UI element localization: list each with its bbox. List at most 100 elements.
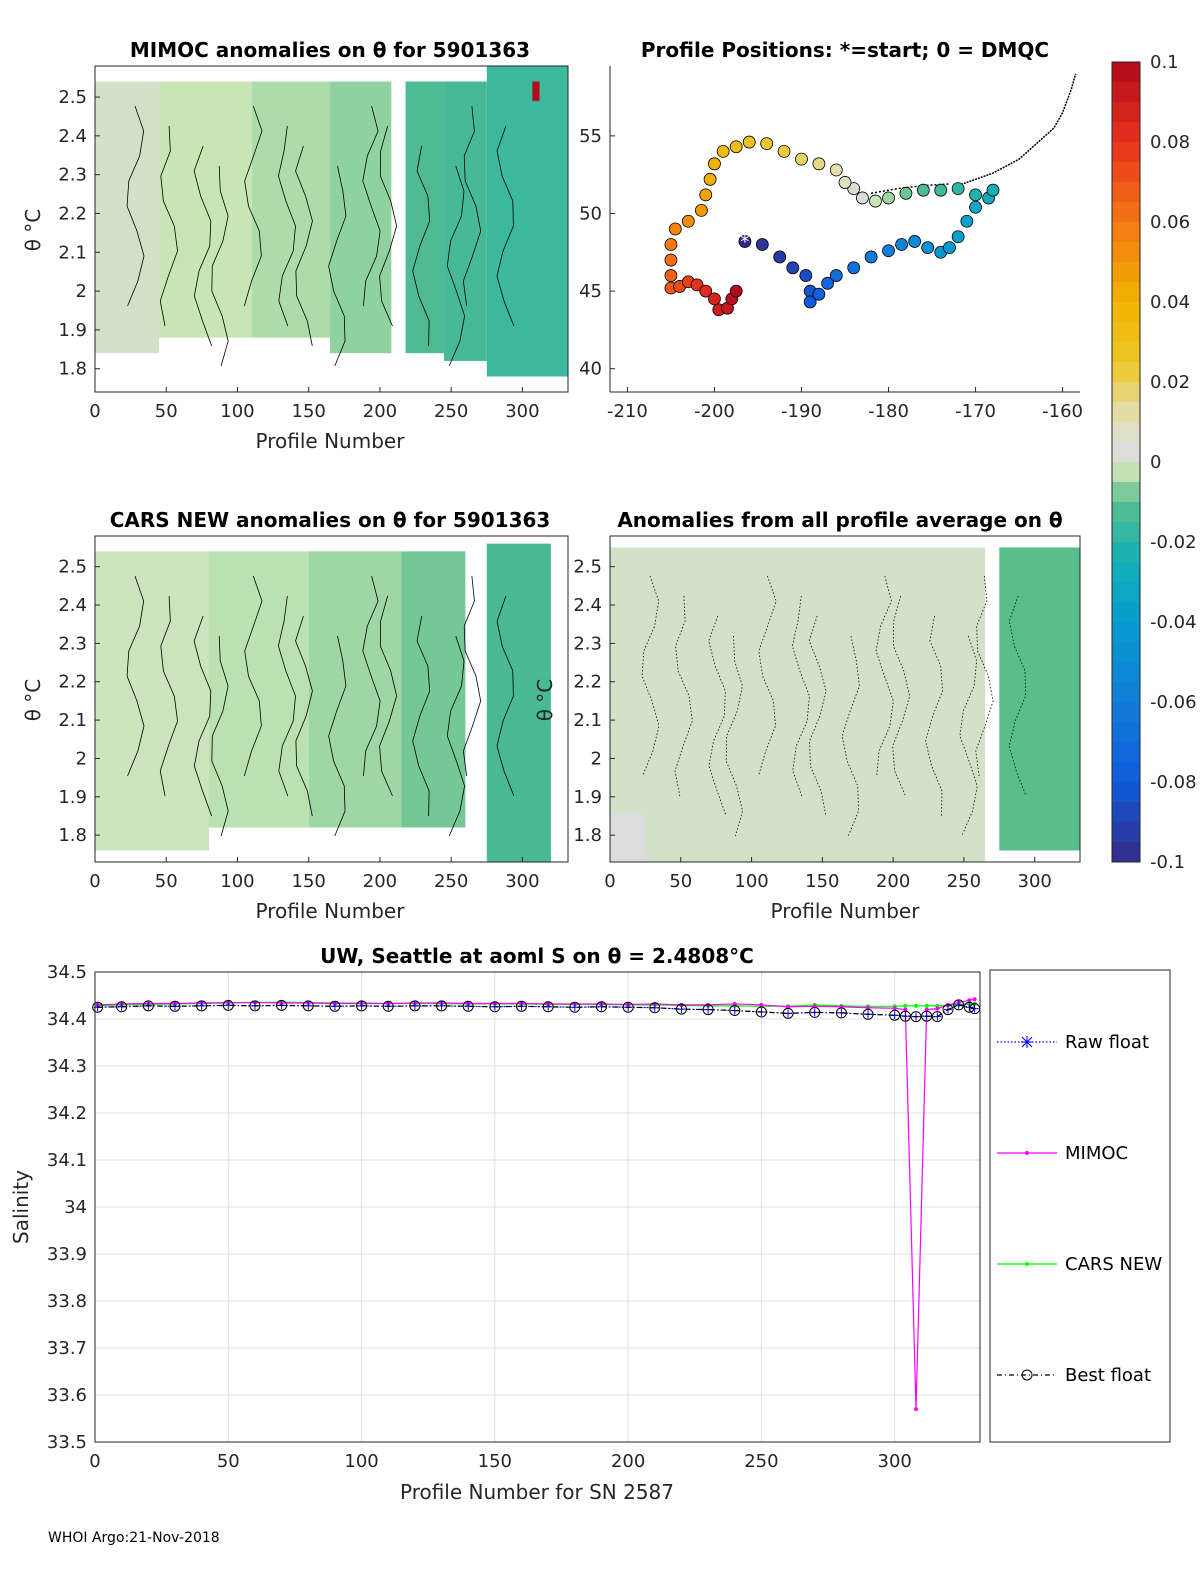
colorbar-segment <box>1112 202 1140 223</box>
salinity-ytick-label: 34.5 <box>47 962 87 983</box>
average-anomaly-cell <box>999 547 1080 851</box>
average-contour-line <box>808 615 827 817</box>
colorbar-segment <box>1112 562 1140 583</box>
salinity-xtick-label: 200 <box>611 1451 645 1472</box>
mimoc-contour-line <box>159 125 178 327</box>
salinity-point <box>786 1004 791 1009</box>
legend-label: CARS NEW <box>1065 1254 1162 1275</box>
colorbar-segment <box>1112 402 1140 423</box>
mimoc-title: MIMOC anomalies on θ for 5901363 <box>130 38 530 62</box>
cars-contour-line <box>362 575 381 777</box>
colorbar-segment <box>1112 502 1140 523</box>
profile-position-point <box>829 269 843 282</box>
cars-ylabel: θ °C <box>21 679 45 722</box>
positions-ytick-label: 40 <box>579 359 602 380</box>
profile-position-point <box>799 269 813 282</box>
colorbar-segment <box>1112 742 1140 763</box>
colorbar-tick-label: 0.02 <box>1150 372 1190 393</box>
cars-xtick-label: 300 <box>505 871 539 892</box>
colorbar-tick-label: -0.08 <box>1150 772 1197 793</box>
colorbar-tick-label: 0.04 <box>1150 292 1190 313</box>
best-float-marker <box>142 1000 154 1012</box>
profile-position-point <box>829 163 843 177</box>
best-float-marker <box>931 1011 943 1023</box>
colorbar-segment <box>1112 62 1140 83</box>
average-title: Anomalies from all profile average on θ <box>617 508 1062 532</box>
profile-position-point <box>869 194 882 208</box>
average-xtick-label: 100 <box>734 871 768 892</box>
colorbar-segment <box>1112 382 1140 403</box>
legend-label: Best float <box>1065 1365 1151 1386</box>
salinity-point <box>924 1007 929 1012</box>
mimoc-contour-line <box>126 105 145 307</box>
average-ytick-label: 1.9 <box>573 787 602 808</box>
profile-position-point <box>969 188 982 202</box>
salinity-xtick-label: 300 <box>878 1451 912 1472</box>
best-float-marker <box>169 1000 181 1012</box>
salinity-ytick-label: 33.5 <box>47 1432 87 1453</box>
best-float-marker <box>276 999 288 1011</box>
salinity-ytick-label: 33.6 <box>47 1385 87 1406</box>
average-xtick-label: 150 <box>805 871 839 892</box>
best-float-marker <box>595 1001 607 1013</box>
mimoc-contour-line <box>193 145 213 347</box>
colorbar-segment <box>1112 222 1140 243</box>
colorbar-segment <box>1112 162 1140 183</box>
positions-ytick-label: 50 <box>579 203 602 224</box>
colorbar-segment <box>1112 842 1140 863</box>
colorbar-segment <box>1112 142 1140 163</box>
mimoc-ytick-label: 2.4 <box>58 126 87 147</box>
profile-position-point <box>664 238 678 251</box>
best-float-marker <box>382 1000 394 1012</box>
legend-label: MIMOC <box>1065 1143 1128 1164</box>
cars-contour-line <box>211 635 229 837</box>
colorbar-tick-label: 0.08 <box>1150 132 1190 153</box>
salinity-ylabel: Salinity <box>9 1170 33 1244</box>
profile-position-point <box>847 182 861 196</box>
best-float-marker <box>942 1004 954 1016</box>
positions-xtick-label: -160 <box>1042 401 1083 422</box>
profile-position-point <box>708 292 721 306</box>
profile-position-point <box>986 183 1000 197</box>
mimoc-contour-line <box>328 165 347 367</box>
profile-position-point <box>856 191 869 205</box>
best-float-marker <box>569 1001 581 1013</box>
salinity-point <box>924 1003 929 1008</box>
mimoc-contour-line <box>243 105 263 307</box>
colorbar-segment <box>1112 802 1140 823</box>
colorbar-segment <box>1112 822 1140 843</box>
salinity-xtick-label: 50 <box>217 1451 240 1472</box>
profile-position-point <box>812 287 826 301</box>
legend-marker <box>1025 1262 1029 1266</box>
best-float-marker <box>729 1005 741 1017</box>
profile-position-point <box>864 250 878 264</box>
mimoc-contour-line <box>211 165 229 367</box>
colorbar-segment <box>1112 302 1140 323</box>
mimoc-ytick-label: 2 <box>76 281 87 302</box>
mimoc-anomaly-cell <box>251 81 331 338</box>
cars-xtick-label: 200 <box>363 871 397 892</box>
best-float-marker <box>649 1002 661 1014</box>
salinity-point <box>892 1006 897 1011</box>
cars-ytick-label: 2.3 <box>58 633 87 654</box>
profile-position-point <box>934 183 948 197</box>
profile-position-point <box>681 214 695 228</box>
mimoc-anomaly-cell <box>532 81 540 101</box>
salinity-ytick-label: 34.3 <box>47 1056 87 1077</box>
salinity-panel: UW, Seattle at aoml S on θ = 2.4808°C Pr… <box>9 944 981 1504</box>
colorbar-tick-label: -0.04 <box>1150 612 1197 633</box>
best-float-marker <box>302 1000 314 1012</box>
salinity-point <box>903 1007 908 1012</box>
colorbar-segment <box>1112 342 1140 363</box>
mimoc-ytick-label: 2.1 <box>58 242 87 263</box>
colorbar-segment <box>1112 582 1140 603</box>
positions-xtick-label: -210 <box>607 401 648 422</box>
cars-contour-line <box>446 635 466 837</box>
positions-xtick-label: -170 <box>955 401 996 422</box>
average-contour-line <box>791 595 810 797</box>
mimoc-anomaly-cell <box>405 81 445 354</box>
cars-contour-line <box>496 595 515 797</box>
cars-anomaly-cell <box>486 543 551 862</box>
cars-anomaly-cell <box>208 551 309 828</box>
positions-xtick-label: -190 <box>781 401 822 422</box>
